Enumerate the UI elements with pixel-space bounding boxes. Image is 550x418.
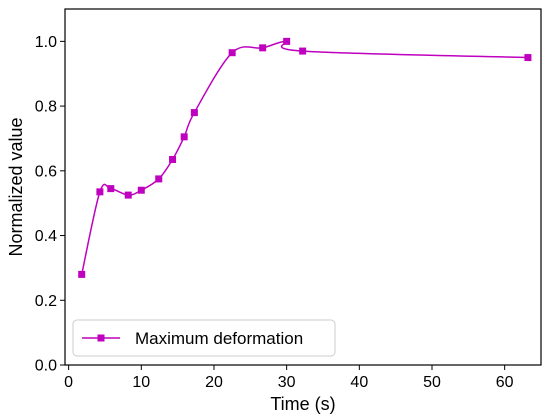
series-line (80, 40, 528, 275)
y-tick-label: 0.8 (35, 99, 57, 116)
x-tick-label: 20 (205, 374, 223, 391)
data-point-marker (524, 54, 532, 62)
x-axis-label: Time (s) (270, 394, 335, 414)
x-axis-ticks: 0 10 20 30 40 50 60 (64, 365, 514, 391)
y-tick-label: 0.0 (35, 358, 57, 375)
y-axis-label: Normalized value (6, 117, 26, 256)
y-tick-label: 0.6 (35, 163, 57, 180)
plot-frame (64, 8, 542, 366)
data-point-marker (124, 191, 132, 199)
x-tick-label: 0 (64, 374, 73, 391)
y-axis-ticks: 0.0 0.2 0.4 0.6 0.8 1.0 (35, 34, 65, 375)
y-tick-label: 0.4 (35, 228, 57, 245)
data-point-marker (78, 270, 86, 278)
data-point-marker (107, 185, 115, 193)
data-point-marker (228, 49, 236, 57)
data-point-marker (190, 109, 198, 117)
data-point-marker (259, 44, 267, 52)
data-point-marker (283, 37, 291, 45)
data-point-marker (96, 188, 104, 196)
data-point-marker (169, 155, 177, 163)
series-layer (78, 37, 532, 278)
x-tick-label: 40 (350, 374, 368, 391)
data-point-marker (155, 175, 163, 183)
legend: Maximum deformation (72, 319, 336, 357)
y-tick-label: 1.0 (35, 34, 57, 51)
data-point-marker (137, 186, 145, 194)
x-tick-label: 30 (278, 374, 296, 391)
legend-box (72, 319, 336, 357)
legend-marker-square (97, 334, 105, 342)
legend-label: Maximum deformation (135, 329, 303, 348)
y-tick-label: 0.2 (35, 293, 57, 310)
x-tick-label: 50 (423, 374, 441, 391)
x-tick-label: 10 (132, 374, 150, 391)
data-point-marker (180, 133, 188, 141)
x-tick-label: 60 (496, 374, 514, 391)
data-point-marker (299, 47, 307, 55)
